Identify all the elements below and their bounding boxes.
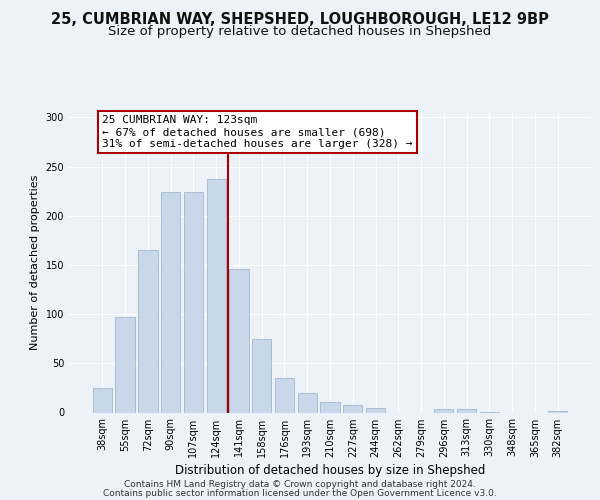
Bar: [457, 408, 476, 412]
Text: Contains HM Land Registry data © Crown copyright and database right 2024.: Contains HM Land Registry data © Crown c…: [124, 480, 476, 489]
Text: Contains public sector information licensed under the Open Government Licence v3: Contains public sector information licen…: [103, 488, 497, 498]
Bar: [229, 269, 248, 412]
Bar: [298, 393, 317, 412]
Bar: [343, 404, 362, 412]
Bar: [206, 180, 226, 412]
Bar: [366, 408, 385, 412]
Bar: [252, 338, 271, 412]
Y-axis label: Number of detached properties: Number of detached properties: [30, 175, 40, 350]
Bar: [93, 388, 112, 412]
Bar: [320, 402, 340, 412]
Bar: [138, 250, 158, 412]
Text: 25, CUMBRIAN WAY, SHEPSHED, LOUGHBOROUGH, LE12 9BP: 25, CUMBRIAN WAY, SHEPSHED, LOUGHBOROUGH…: [51, 12, 549, 28]
Bar: [434, 408, 454, 412]
Bar: [184, 192, 203, 412]
X-axis label: Distribution of detached houses by size in Shepshed: Distribution of detached houses by size …: [175, 464, 485, 477]
Bar: [115, 317, 135, 412]
Bar: [161, 192, 181, 412]
Text: 25 CUMBRIAN WAY: 123sqm
← 67% of detached houses are smaller (698)
31% of semi-d: 25 CUMBRIAN WAY: 123sqm ← 67% of detache…: [103, 116, 413, 148]
Bar: [548, 410, 567, 412]
Bar: [275, 378, 294, 412]
Text: Size of property relative to detached houses in Shepshed: Size of property relative to detached ho…: [109, 25, 491, 38]
